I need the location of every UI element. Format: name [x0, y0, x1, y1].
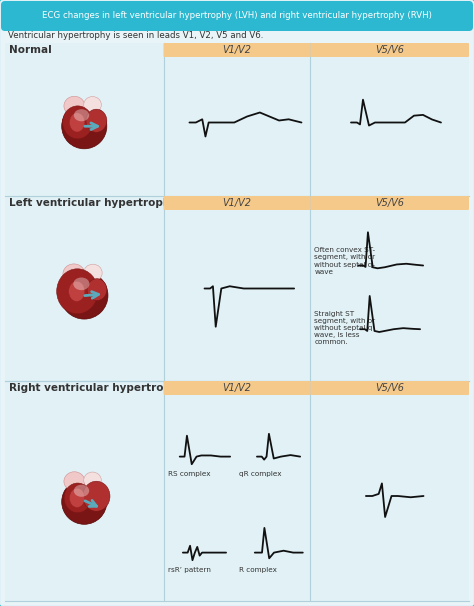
Text: V5/V6: V5/V6	[375, 383, 404, 393]
Ellipse shape	[64, 472, 85, 491]
Ellipse shape	[57, 269, 98, 314]
Text: V5/V6: V5/V6	[375, 45, 404, 55]
Ellipse shape	[62, 479, 107, 524]
Ellipse shape	[64, 96, 85, 116]
Text: ECG changes in left ventricular hypertrophy (LVH) and right ventricular hypertro: ECG changes in left ventricular hypertro…	[42, 12, 432, 21]
Ellipse shape	[74, 485, 89, 497]
Text: V1/V2: V1/V2	[222, 198, 252, 208]
Ellipse shape	[62, 104, 107, 149]
FancyBboxPatch shape	[310, 43, 469, 57]
Text: V5/V6: V5/V6	[375, 198, 404, 208]
FancyBboxPatch shape	[1, 1, 473, 31]
Ellipse shape	[87, 279, 107, 301]
FancyBboxPatch shape	[310, 196, 469, 210]
Text: RS complex: RS complex	[167, 471, 210, 476]
Text: qR complex: qR complex	[239, 471, 282, 476]
FancyBboxPatch shape	[310, 381, 469, 395]
Ellipse shape	[83, 481, 110, 511]
Text: Right ventricular hypertrophy: Right ventricular hypertrophy	[9, 383, 185, 393]
Ellipse shape	[61, 271, 108, 319]
Ellipse shape	[86, 109, 107, 132]
Bar	[5, 381, 469, 601]
Text: Left ventricular hypertrophy: Left ventricular hypertrophy	[9, 198, 177, 208]
Ellipse shape	[64, 483, 91, 513]
Text: V1/V2: V1/V2	[222, 45, 252, 55]
Ellipse shape	[73, 278, 90, 290]
Ellipse shape	[84, 472, 101, 488]
Text: rsR’ pattern: rsR’ pattern	[167, 567, 210, 573]
Text: Ventricular hypertrophy is seen in leads V1, V2, V5 and V6.: Ventricular hypertrophy is seen in leads…	[8, 31, 264, 40]
Text: Often convex ST-
segment, with or
without septal q-
wave: Often convex ST- segment, with or withou…	[314, 247, 375, 275]
FancyBboxPatch shape	[164, 43, 310, 57]
Text: Normal: Normal	[9, 45, 52, 55]
Bar	[5, 196, 469, 381]
Ellipse shape	[84, 264, 102, 282]
Ellipse shape	[69, 113, 85, 132]
Text: R complex: R complex	[239, 567, 277, 573]
Ellipse shape	[69, 281, 85, 301]
Ellipse shape	[84, 96, 101, 113]
FancyBboxPatch shape	[164, 381, 310, 395]
Ellipse shape	[69, 488, 85, 508]
Text: V1/V2: V1/V2	[222, 383, 252, 393]
Ellipse shape	[63, 264, 85, 284]
Ellipse shape	[63, 106, 93, 139]
Ellipse shape	[74, 109, 89, 121]
Bar	[5, 43, 469, 196]
FancyBboxPatch shape	[164, 196, 310, 210]
Text: Straight ST
segment, with or
without septal q
wave, is less
common.: Straight ST segment, with or without sep…	[314, 311, 375, 345]
